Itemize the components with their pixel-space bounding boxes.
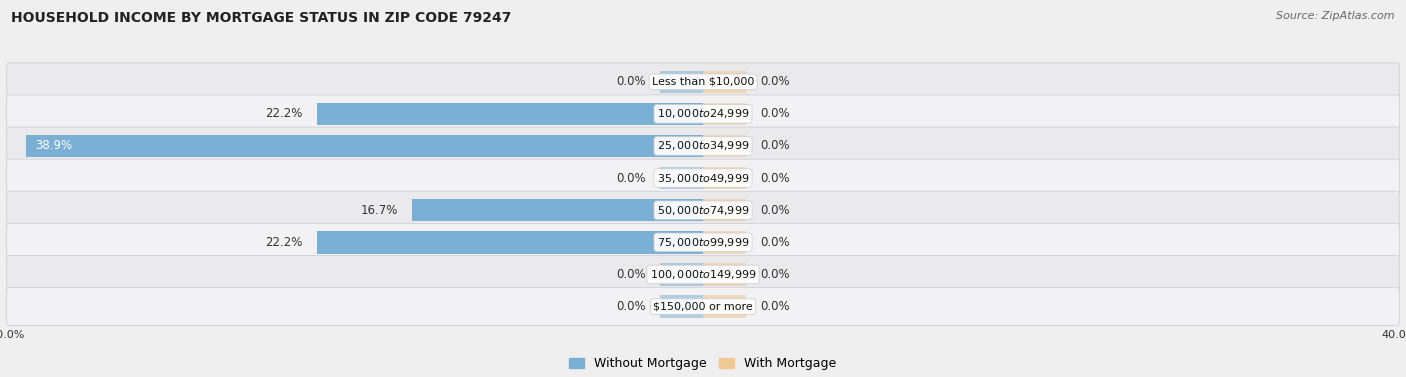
Text: $25,000 to $34,999: $25,000 to $34,999 (657, 139, 749, 152)
Text: 0.0%: 0.0% (761, 300, 790, 313)
Text: Source: ZipAtlas.com: Source: ZipAtlas.com (1277, 11, 1395, 21)
Bar (703, 70, 747, 93)
Text: 0.0%: 0.0% (616, 172, 645, 185)
FancyBboxPatch shape (7, 191, 1399, 229)
Text: $35,000 to $49,999: $35,000 to $49,999 (657, 172, 749, 185)
Bar (703, 167, 747, 189)
Bar (659, 70, 703, 93)
Bar (703, 295, 747, 318)
Legend: Without Mortgage, With Mortgage: Without Mortgage, With Mortgage (564, 352, 842, 375)
Text: 38.9%: 38.9% (35, 139, 72, 152)
Text: $75,000 to $99,999: $75,000 to $99,999 (657, 236, 749, 249)
Text: $50,000 to $74,999: $50,000 to $74,999 (657, 204, 749, 217)
FancyBboxPatch shape (7, 256, 1399, 293)
Text: 0.0%: 0.0% (761, 107, 790, 120)
Bar (316, 103, 703, 125)
Text: 0.0%: 0.0% (616, 300, 645, 313)
Bar (703, 263, 747, 286)
Text: 0.0%: 0.0% (616, 75, 645, 88)
FancyBboxPatch shape (7, 288, 1399, 325)
Bar (703, 135, 747, 157)
Bar (703, 231, 747, 254)
Text: $10,000 to $24,999: $10,000 to $24,999 (657, 107, 749, 120)
Bar (703, 103, 747, 125)
Text: 22.2%: 22.2% (266, 107, 302, 120)
FancyBboxPatch shape (7, 95, 1399, 133)
Bar (659, 263, 703, 286)
Bar (316, 231, 703, 254)
Text: Less than $10,000: Less than $10,000 (652, 77, 754, 87)
FancyBboxPatch shape (7, 127, 1399, 165)
Text: $100,000 to $149,999: $100,000 to $149,999 (650, 268, 756, 281)
Text: $150,000 or more: $150,000 or more (654, 302, 752, 311)
Text: 0.0%: 0.0% (761, 268, 790, 281)
Text: 0.0%: 0.0% (761, 204, 790, 217)
FancyBboxPatch shape (7, 159, 1399, 197)
FancyBboxPatch shape (7, 63, 1399, 101)
Bar (703, 199, 747, 221)
Text: 0.0%: 0.0% (761, 139, 790, 152)
Text: 0.0%: 0.0% (761, 236, 790, 249)
Text: 0.0%: 0.0% (616, 268, 645, 281)
FancyBboxPatch shape (7, 224, 1399, 261)
Bar (659, 295, 703, 318)
Bar (27, 135, 703, 157)
Text: 0.0%: 0.0% (761, 75, 790, 88)
Text: 22.2%: 22.2% (266, 236, 302, 249)
Text: 0.0%: 0.0% (761, 172, 790, 185)
Bar (412, 199, 703, 221)
Text: HOUSEHOLD INCOME BY MORTGAGE STATUS IN ZIP CODE 79247: HOUSEHOLD INCOME BY MORTGAGE STATUS IN Z… (11, 11, 512, 25)
Bar (659, 167, 703, 189)
Text: 16.7%: 16.7% (361, 204, 398, 217)
